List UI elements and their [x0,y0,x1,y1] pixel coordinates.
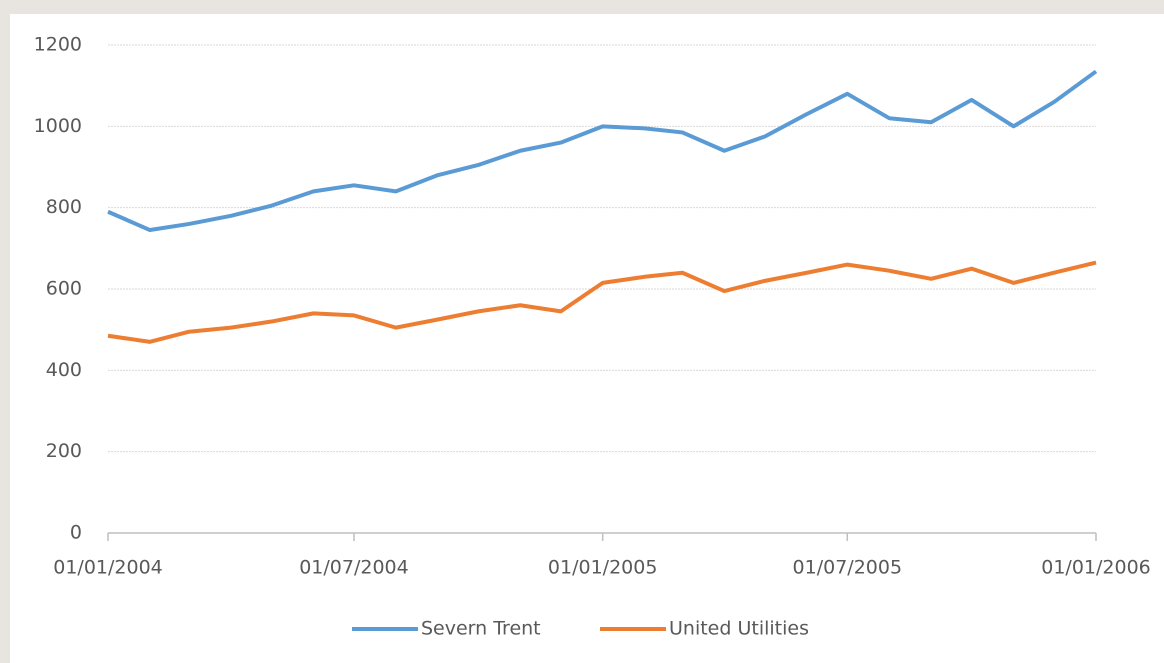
x-tick-label: 01/07/2005 [793,557,903,579]
y-tick-label: 1200 [34,34,82,56]
y-tick-label: 600 [46,278,82,300]
x-tick-label: 01/01/2005 [548,557,658,579]
x-tick-label: 01/01/2004 [53,557,163,579]
series-line [107,260,1097,344]
x-tick-label: 01/01/2006 [1041,557,1151,579]
y-tick-label: 200 [46,440,82,462]
legend-label: Severn Trent [421,618,541,640]
chart-area [10,14,1164,663]
series-line [107,69,1098,233]
x-tick-label: 01/07/2004 [299,557,409,579]
y-tick-label: 0 [70,522,82,544]
legend-label: United Utilities [669,618,809,640]
y-tick-label: 1000 [34,115,82,137]
y-tick-label: 800 [46,196,82,218]
y-tick-label: 400 [46,359,82,381]
